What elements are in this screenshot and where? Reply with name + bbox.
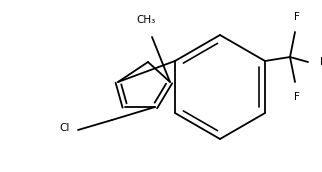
- Text: F: F: [320, 57, 322, 67]
- Text: F: F: [294, 12, 300, 22]
- Text: CH₃: CH₃: [137, 15, 156, 25]
- Text: Cl: Cl: [60, 123, 70, 133]
- Text: F: F: [294, 92, 300, 102]
